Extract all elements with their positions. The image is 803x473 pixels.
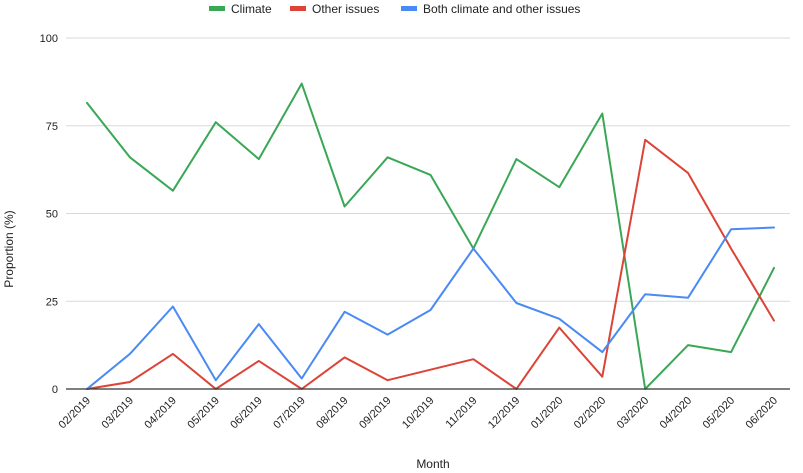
series-line-both-climate-and-other-issues — [86, 226, 775, 390]
legend-swatch-climate — [209, 6, 225, 11]
legend: Climate Other issues Both climate and ot… — [209, 2, 580, 16]
x-tick-label: 02/2019 — [57, 395, 94, 432]
x-tick-label: 03/2020 — [615, 395, 652, 432]
x-tick-label: 06/2019 — [228, 395, 265, 432]
y-tick-label: 0 — [52, 384, 58, 396]
x-tick-label: 12/2019 — [486, 395, 523, 432]
x-tick-label: 02/2020 — [572, 395, 609, 432]
legend-item-both: Both climate and other issues — [401, 2, 580, 16]
x-tick-label: 04/2019 — [142, 395, 179, 432]
x-tick-label: 05/2020 — [701, 395, 738, 432]
x-tick-label: 03/2019 — [99, 395, 136, 432]
x-tick-label: 04/2020 — [658, 395, 695, 432]
gridlines — [66, 37, 790, 302]
series-line-other-issues — [86, 138, 775, 390]
y-tick-label: 25 — [46, 296, 58, 308]
y-axis-title: Proportion (%) — [2, 210, 16, 287]
legend-item-climate: Climate — [209, 2, 272, 16]
x-tick-label: 06/2020 — [744, 395, 781, 432]
legend-label-both: Both climate and other issues — [423, 2, 580, 16]
x-tick-label: 09/2019 — [357, 395, 394, 432]
legend-item-other-issues: Other issues — [290, 2, 379, 16]
x-axis-ticks: 02/2019 03/2019 04/2019 05/2019 06/2019 07/20… — [57, 395, 781, 432]
legend-swatch-other-issues — [290, 6, 306, 11]
x-tick-label: 01/2020 — [529, 395, 566, 432]
y-axis-ticks: 0 25 50 75 100 — [40, 33, 58, 396]
y-tick-label: 50 — [46, 209, 58, 221]
series-lines — [86, 82, 775, 390]
x-tick-label: 11/2019 — [444, 395, 480, 431]
x-axis-title: Month — [416, 457, 449, 471]
series-line-climate — [86, 82, 775, 390]
y-tick-label: 100 — [40, 33, 58, 45]
x-tick-label: 08/2019 — [314, 395, 351, 432]
legend-label-climate: Climate — [231, 2, 272, 16]
x-tick-label: 10/2019 — [400, 395, 437, 432]
x-tick-label: 07/2019 — [271, 395, 308, 432]
legend-swatch-both — [401, 6, 417, 11]
y-tick-label: 75 — [46, 121, 58, 133]
x-tick-label: 05/2019 — [185, 395, 222, 432]
legend-label-other-issues: Other issues — [312, 2, 379, 16]
